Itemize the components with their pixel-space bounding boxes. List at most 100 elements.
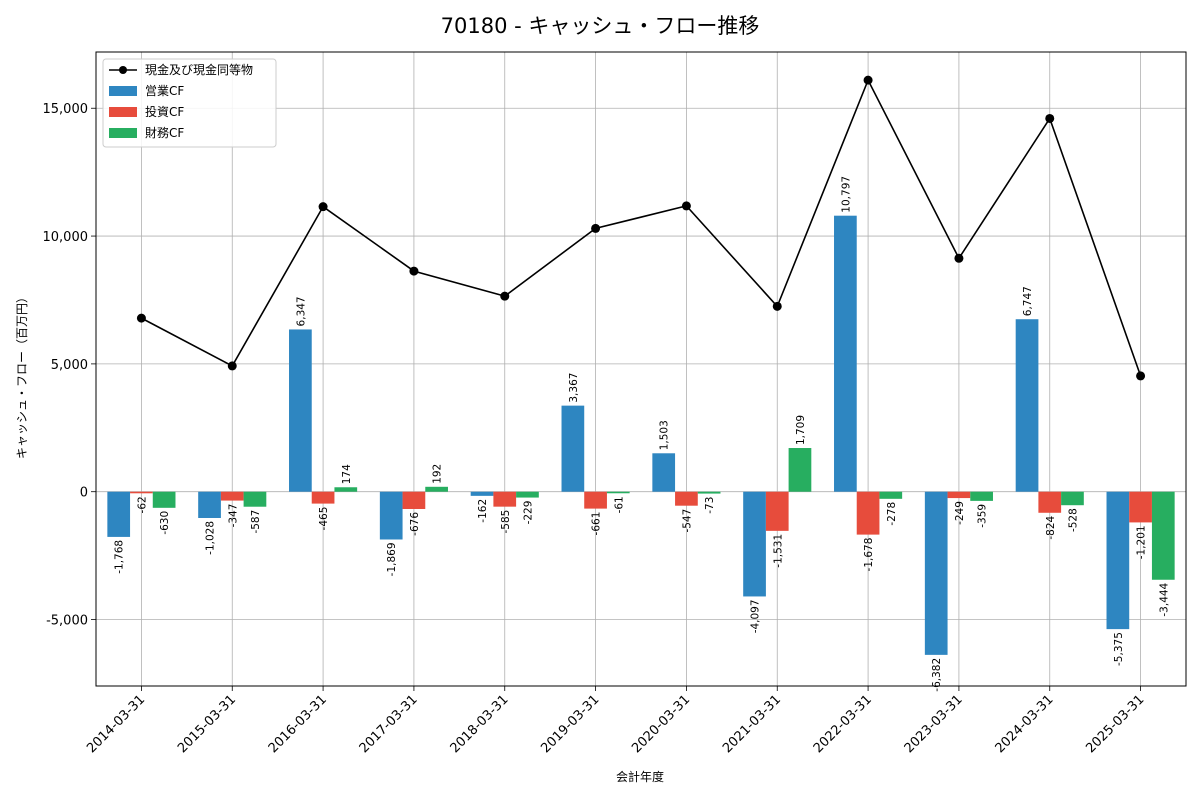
bar-2-3: [425, 486, 448, 492]
y-tick-label: 15,000: [43, 102, 89, 117]
x-tick-label: 2023-03-31: [902, 692, 966, 756]
bar-label: 174: [341, 464, 353, 484]
legend-entry: 現金及び現金同等物: [145, 62, 253, 77]
bar-2-6: [697, 491, 721, 494]
bar-0-7: [743, 491, 766, 597]
grid: [96, 52, 1186, 686]
bar-label: -249: [954, 501, 966, 525]
bar-label: -661: [591, 512, 603, 536]
cash-point: [1045, 113, 1055, 123]
bar-label: -1,201: [1136, 525, 1148, 559]
bar-label: 1,709: [795, 415, 807, 445]
bar-2-5: [606, 491, 630, 494]
bar-label: -1,678: [863, 538, 875, 572]
x-tick-label: 2018-03-31: [448, 692, 512, 756]
bar-1-1: [220, 491, 244, 501]
bar-2-9: [970, 491, 993, 501]
bar-0-0: [107, 491, 131, 537]
x-tick-label: 2022-03-31: [811, 692, 875, 756]
legend-swatch: [109, 128, 137, 138]
cash-point: [591, 223, 601, 233]
bar-2-1: [243, 491, 267, 507]
x-tick-label: 2021-03-31: [720, 692, 784, 756]
y-tick-label: 5,000: [51, 358, 88, 373]
cash-point: [772, 301, 782, 311]
bar-1-6: [675, 491, 698, 506]
bar-0-10: [1015, 319, 1039, 492]
bar-label: -61: [613, 496, 625, 513]
bar-label: -587: [250, 510, 262, 534]
cash-point: [136, 313, 146, 323]
x-tick-label: 2016-03-31: [266, 692, 330, 756]
bar-label: -3,444: [1158, 582, 1170, 616]
bar-2-11: [1151, 491, 1175, 580]
bar-label: -1,768: [114, 540, 126, 574]
x-tick-label: 2020-03-31: [629, 692, 693, 756]
x-tick-label: 2019-03-31: [538, 692, 602, 756]
bar-label: 10,797: [840, 176, 852, 213]
x-tick-label: 2014-03-31: [84, 692, 148, 756]
legend-dot-marker: [119, 66, 127, 74]
bar-label: -1,531: [772, 534, 784, 568]
bar-1-0: [130, 491, 153, 494]
y-tick-label: -5,000: [46, 614, 88, 629]
plot-frame: [95, 51, 1187, 687]
cash-point: [1136, 371, 1146, 381]
x-axis-label: 会計年度: [616, 769, 664, 784]
y-tick-label: 10,000: [43, 230, 89, 245]
bar-label: -73: [704, 497, 716, 514]
bar-2-10: [1061, 491, 1084, 506]
bars: [107, 215, 1175, 655]
bar-label: -6,382: [931, 658, 943, 692]
cash-point: [318, 202, 328, 212]
cash-point: [863, 75, 873, 85]
cash-point: [227, 361, 237, 371]
bar-label: 1,503: [659, 420, 671, 450]
data-labels: -1,768 -1,028 6,347 -1,869 -162 3,367 1,503 -4,…: [114, 176, 1171, 692]
bar-label: -347: [227, 504, 239, 528]
bar-0-5: [561, 405, 585, 492]
bar-1-4: [493, 491, 517, 507]
bar-label: -1,869: [386, 542, 398, 576]
bar-1-7: [765, 491, 789, 531]
bar-2-4: [516, 491, 539, 498]
bar-2-8: [879, 491, 903, 499]
bar-label: 192: [432, 464, 444, 484]
bar-1-3: [402, 491, 426, 509]
bar-1-9: [947, 491, 971, 499]
bar-label: -278: [886, 502, 898, 526]
bar-1-10: [1038, 491, 1062, 513]
cash-point: [681, 201, 691, 211]
bar-label: -62: [136, 496, 148, 513]
bar-label: 3,367: [568, 373, 580, 403]
bar-label: 6,347: [295, 296, 307, 326]
axis-ticks: 2014-03-31 2015-03-31 2016-03-31 2017-03-31…: [43, 102, 1148, 756]
legend-swatch: [109, 86, 137, 96]
bar-label: -162: [477, 499, 489, 523]
cash-line: [136, 75, 1146, 381]
cash-point: [409, 266, 419, 276]
x-tick-label: 2024-03-31: [993, 692, 1057, 756]
bar-label: -1,028: [205, 521, 217, 555]
x-tick-label: 2017-03-31: [357, 692, 421, 756]
bar-1-8: [856, 491, 880, 535]
bar-0-6: [652, 453, 676, 492]
chart-title: 70180 - キャッシュ・フロー推移: [441, 14, 760, 38]
bar-label: -676: [409, 512, 421, 536]
bar-2-7: [788, 448, 812, 492]
cash-line-path: [141, 78, 1142, 377]
bar-0-11: [1106, 491, 1130, 630]
bar-1-11: [1129, 491, 1152, 523]
bar-label: -359: [977, 504, 989, 528]
bar-0-4: [470, 491, 494, 496]
legend-swatch: [109, 107, 137, 117]
bar-label: -547: [681, 509, 693, 533]
bar-2-2: [334, 487, 358, 492]
bar-label: -585: [500, 510, 512, 534]
bar-label: -465: [318, 507, 330, 531]
bar-label: -5,375: [1113, 632, 1125, 666]
x-tick-label: 2015-03-31: [175, 692, 239, 756]
